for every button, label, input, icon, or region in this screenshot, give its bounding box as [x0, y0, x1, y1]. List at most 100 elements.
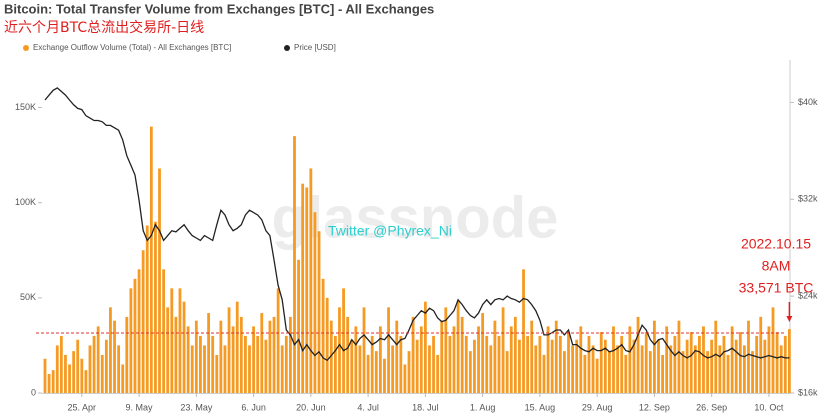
bar [452, 326, 456, 393]
y-tick-label: 0 [31, 387, 36, 397]
bar [640, 345, 644, 393]
bar [338, 307, 341, 393]
bar [309, 168, 313, 393]
bar [68, 364, 71, 393]
bar [734, 339, 738, 393]
bar [239, 316, 243, 393]
bar [456, 301, 460, 393]
bar [518, 339, 521, 393]
bar [244, 335, 247, 393]
chart-title: Bitcoin: Total Transfer Volume from Exch… [4, 1, 434, 16]
bar [440, 320, 444, 393]
bar [583, 354, 587, 393]
x-tick-label: 29. Aug [582, 402, 613, 412]
x-tick-label: 15. Aug [525, 402, 556, 412]
bar [51, 370, 55, 393]
x-tick-label: 4. Jul [357, 402, 379, 412]
bar [321, 278, 325, 393]
bar [423, 301, 427, 393]
chart-subtitle: 近六个月BTC总流出交易所-日线 [4, 19, 204, 36]
bar [759, 316, 763, 393]
bar [763, 339, 767, 393]
y2-tick-label: $40k [798, 97, 818, 107]
bar [276, 288, 280, 393]
bar [55, 345, 59, 393]
bar [194, 320, 198, 393]
bar [47, 373, 51, 393]
bar [174, 316, 178, 393]
x-tick-label: 25. Apr [68, 402, 97, 412]
y2-tick-label: $24k [798, 291, 818, 301]
bar [599, 332, 603, 393]
bar [378, 326, 382, 393]
y-tick-label: 50K [20, 292, 36, 302]
bar [186, 326, 190, 393]
bar [542, 354, 546, 393]
bar [513, 316, 517, 393]
bar [428, 345, 431, 393]
bar [616, 345, 619, 393]
bar [109, 307, 112, 393]
bar [632, 339, 636, 393]
bar [211, 335, 215, 393]
bar [538, 335, 542, 393]
bar [771, 307, 775, 393]
legend-marker [23, 45, 29, 51]
bar [587, 335, 591, 393]
bar [84, 370, 88, 393]
bar [554, 320, 558, 393]
bar [787, 329, 791, 393]
bar [313, 212, 317, 393]
bar [137, 269, 141, 393]
bar [726, 354, 730, 393]
bar [280, 345, 284, 393]
bar [509, 326, 513, 393]
bar [133, 278, 137, 393]
bar [775, 332, 779, 393]
bar [170, 288, 174, 393]
bar [260, 313, 264, 393]
bar [358, 345, 362, 393]
bar [698, 335, 701, 393]
bar [125, 316, 129, 393]
bar [779, 345, 783, 393]
bar [231, 326, 235, 393]
price-line [44, 87, 790, 362]
bar [432, 335, 435, 393]
bar [558, 335, 562, 393]
bar [264, 339, 268, 393]
bar [284, 335, 288, 393]
bar [526, 335, 530, 393]
bar [591, 345, 595, 393]
x-tick-label: 18. Jul [412, 402, 439, 412]
bar [43, 358, 47, 393]
bar [497, 335, 501, 393]
bar [301, 183, 305, 393]
bar [305, 187, 309, 393]
bar [59, 335, 63, 393]
bar [145, 225, 149, 393]
bar [534, 345, 538, 393]
bar [219, 320, 223, 393]
bar [689, 332, 693, 393]
bar [166, 307, 170, 393]
bar [661, 354, 664, 393]
x-tick-label: 23. May [180, 402, 213, 412]
bar [395, 320, 399, 393]
bar [657, 339, 660, 393]
bar [325, 297, 329, 393]
bar [644, 332, 648, 393]
bar [419, 326, 423, 393]
y2-tick-label: $32k [798, 194, 818, 204]
bar [403, 364, 407, 393]
bar [383, 358, 386, 393]
bar [317, 231, 321, 393]
bar [362, 307, 366, 393]
bar [190, 345, 194, 393]
bar [706, 351, 709, 393]
credit: Twitter @Phyrex_Ni [328, 223, 452, 239]
bar [681, 351, 685, 393]
bar [92, 335, 96, 393]
